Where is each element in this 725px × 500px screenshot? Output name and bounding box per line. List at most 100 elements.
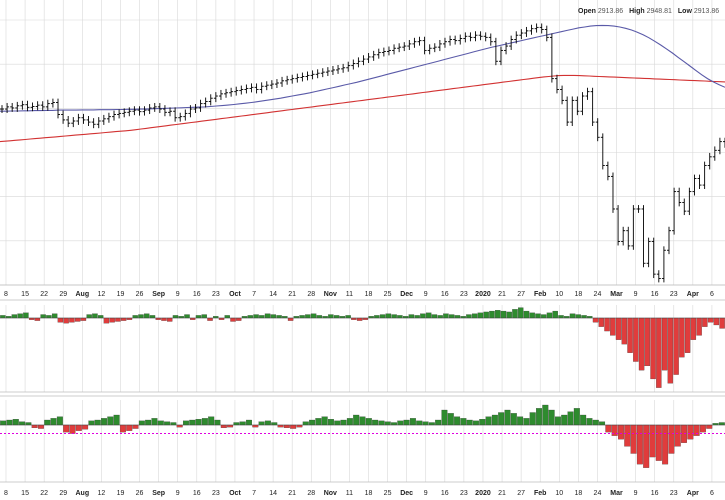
tick-label: Oct [229, 291, 241, 298]
breadth-bar [448, 314, 455, 319]
tick-label: Dec [400, 291, 413, 298]
breadth-bar [687, 424, 694, 440]
tick-label: 18 [365, 291, 373, 298]
breadth-bar [518, 307, 524, 319]
tick-label: 19 [117, 490, 125, 497]
tick-label: 21 [288, 291, 296, 298]
tick-label: 14 [269, 490, 277, 497]
breadth-bar [384, 421, 391, 426]
breadth-bar [552, 310, 558, 319]
breadth-bar [305, 314, 311, 319]
breadth-bar [679, 317, 685, 358]
breadth-bar [151, 418, 158, 426]
breadth-bar [489, 310, 495, 319]
tick-label: 16 [441, 490, 449, 497]
breadth-bar [92, 313, 98, 319]
breadth-bar [51, 313, 58, 319]
breadth-bar [315, 418, 322, 426]
breadth-bar [624, 424, 631, 447]
breadth-bar [510, 413, 517, 426]
breadth-bar [207, 317, 213, 321]
breadth-bar [121, 317, 127, 321]
breadth-bar [719, 317, 725, 329]
breadth-bar [649, 424, 656, 458]
tick-label: 8 [4, 490, 8, 497]
breadth-bar [296, 424, 303, 428]
breadth-bar [271, 422, 278, 426]
breadth-bar [546, 312, 553, 319]
tick-label: 16 [651, 490, 659, 497]
breadth-bar [157, 420, 164, 426]
breadth-bar [630, 424, 637, 454]
breadth-bar [46, 315, 52, 319]
ohlc-header: Open 2913.86 High 2948.81 Low 2913.86 La [578, 8, 725, 15]
tick-label: Mar [610, 490, 623, 497]
breadth-bar [25, 422, 32, 426]
tick-label: 7 [252, 291, 256, 298]
breadth-bar [353, 414, 360, 426]
breadth-bar [466, 314, 472, 319]
breadth-bar [107, 416, 114, 426]
breadth-bar [334, 420, 341, 426]
breadth-bar [0, 420, 7, 426]
breadth-bar [598, 317, 604, 327]
breadth-bar [699, 424, 706, 433]
tick-label: 9 [424, 490, 428, 497]
open-value: 2913.86 [597, 8, 624, 15]
breadth-bar [454, 315, 461, 319]
gridlines [0, 0, 725, 483]
breadth-bar [498, 412, 505, 426]
breadth-bar [599, 421, 606, 426]
breadth-bar [164, 421, 171, 426]
breadth-bar [483, 311, 489, 319]
breadth-bar [610, 317, 616, 336]
tick-label: Sep [152, 291, 165, 298]
tick-label: 8 [4, 291, 8, 298]
breadth-bar [416, 420, 423, 426]
tick-label: Mar [610, 291, 623, 298]
breadth-bar [183, 420, 189, 426]
breadth-bar [644, 317, 651, 367]
breadth-bar [437, 315, 443, 319]
breadth-bar [31, 424, 38, 428]
breadth-bar [302, 421, 309, 426]
tick-label: 10 [555, 291, 563, 298]
breadth-bar [220, 424, 227, 428]
breadth-bar [690, 317, 697, 340]
tick-label: 21 [288, 490, 296, 497]
breadth-bar [253, 314, 259, 319]
breadth-bar [420, 313, 426, 319]
tick-label: Sep [152, 490, 165, 497]
breadth-bar [6, 419, 13, 426]
tick-label: Aug [76, 291, 90, 298]
tick-label: 9 [634, 490, 638, 497]
tick-label: 29 [59, 291, 67, 298]
axis-labels-bottom: 8 15 22 29 Aug 12 19 26 Sep 9 16 23 Oct 7 14 21 28 Nov 11 1… [4, 490, 714, 497]
tick-label: 29 [59, 490, 67, 497]
breadth-bar [176, 424, 183, 428]
breadth-bar [287, 317, 294, 321]
price-panel [0, 23, 725, 283]
breadth-bar [264, 313, 271, 319]
breadth-bar [34, 317, 41, 321]
breadth-bar [627, 317, 633, 353]
tick-label: 2020 [475, 291, 491, 298]
tick-label: 9 [176, 291, 180, 298]
tick-label: Nov [324, 490, 337, 497]
tick-label: 16 [193, 291, 201, 298]
breadth-bar [428, 422, 435, 426]
breadth-bar [621, 317, 628, 345]
breadth-bar [345, 315, 351, 319]
breadth-panel-2 [0, 404, 725, 468]
low-value: 2913.86 [693, 8, 720, 15]
breadth-bar [333, 315, 340, 319]
breadth-bar [195, 419, 202, 426]
tick-label: Apr [687, 291, 699, 298]
tick-label: 27 [517, 490, 525, 497]
breadth-bar [132, 424, 139, 429]
breadth-bar [63, 317, 69, 324]
breadth-bar [581, 315, 587, 319]
tick-label: Nov [324, 291, 337, 298]
breadth-bar [109, 317, 115, 323]
breadth-bar [19, 421, 26, 426]
